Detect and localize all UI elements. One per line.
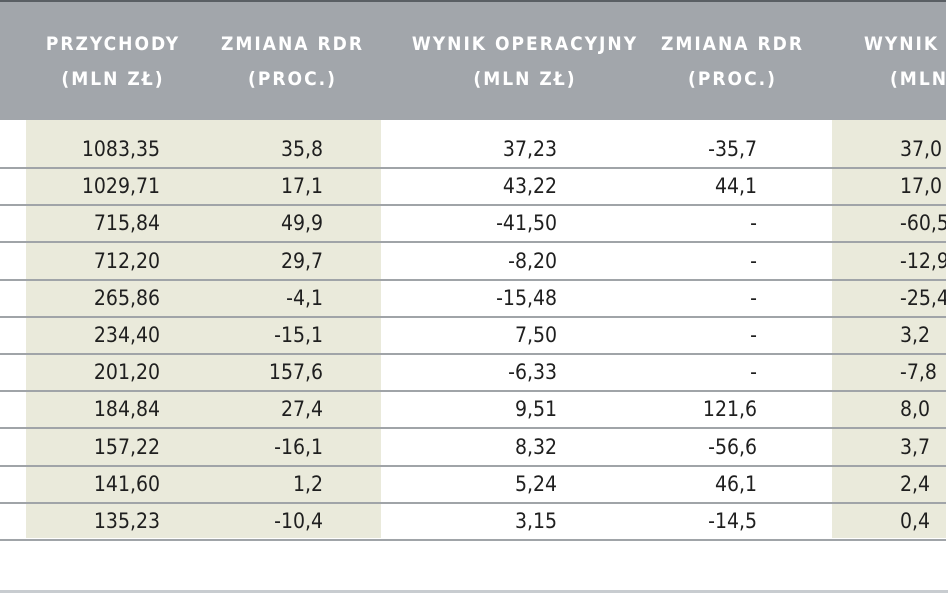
cell-operating-change: -35,7 [708,137,757,161]
cell-operating-change: -14,5 [708,509,757,533]
cell-net-result: 3,7 [900,434,931,459]
column-header-revenue-change: ZMIANA RDR (PROC.) [221,33,364,90]
cell-operating-change: - [750,285,757,310]
cell-revenue-change: 1,2 [292,471,323,496]
cell-revenue-change: -16,1 [274,434,323,459]
cell-operating-change: - [750,323,757,347]
row-divider [0,353,948,355]
cell-revenue: 141,60 [93,471,160,496]
column-band-net-result [832,120,948,538]
right-edge [946,0,948,593]
cell-net-result: -25,4 [900,285,948,310]
cell-operating-result: 43,22 [502,174,557,199]
column-band-revenue [26,120,381,538]
table-row: 201,20 157,6 -6,33 - -7,8 [0,354,948,391]
table-row: 157,22 -16,1 8,32 -56,6 3,7 [0,429,948,466]
cell-revenue: 135,23 [93,509,160,533]
cell-operating-result: 7,50 [514,323,557,347]
table-row: 712,20 29,7 -8,20 - -12,9 [0,243,948,280]
table-row: 715,84 49,9 -41,50 - -60,5 [0,205,948,242]
cell-revenue: 1029,71 [81,174,160,199]
row-divider [0,315,948,318]
cell-revenue: 234,40 [93,323,160,347]
table-row: 265,86 -4,1 -15,48 - -25,4 [0,280,948,317]
table-row: 135,23 -10,4 3,15 -14,5 0,4 [0,503,948,540]
row-divider [0,204,948,207]
cell-revenue-change: -4,1 [286,285,323,310]
cell-operating-result: -41,50 [496,211,557,236]
table-row: 1083,35 35,8 37,23 -35,7 37,0 [0,131,948,168]
top-border [0,0,948,2]
row-divider [0,390,948,393]
table-row: 1029,71 17,1 43,22 44,1 17,0 [0,168,948,205]
row-divider [0,501,948,504]
cell-net-result: 3,2 [900,323,931,347]
row-divider [0,167,948,169]
cell-net-result: -12,9 [900,248,948,273]
column-header-revenue: PRZYCHODY (MLN ZŁ) [45,33,181,90]
cell-net-result: -7,8 [900,360,937,385]
cell-net-result: 2,4 [900,471,931,496]
cell-operating-result: 8,32 [514,434,557,459]
cell-revenue: 201,20 [93,360,160,385]
cell-operating-change: - [750,211,757,236]
cell-revenue: 1083,35 [81,137,160,161]
bottom-border [0,590,948,593]
table-row: 234,40 -15,1 7,50 - 3,2 [0,317,948,354]
cell-net-result: 37,0 [900,137,943,161]
cell-net-result: 0,4 [900,509,931,533]
cell-operating-result: 3,15 [514,509,557,533]
cell-revenue-change: -10,4 [274,509,323,533]
cell-revenue: 265,86 [93,285,160,310]
row-divider [0,539,948,541]
row-divider [0,241,948,244]
cell-revenue: 712,20 [93,248,160,273]
cell-revenue: 157,22 [93,434,160,459]
table-header: PRZYCHODY (MLN ZŁ) ZMIANA RDR (PROC.) WY… [0,2,948,120]
cell-operating-result: 9,51 [514,397,557,422]
row-divider [0,427,948,430]
cell-operating-result: -15,48 [496,285,557,310]
cell-revenue-change: 27,4 [280,397,323,422]
cell-operating-change: -56,6 [708,434,757,459]
cell-operating-change: - [750,248,757,273]
cell-operating-result: 37,23 [502,137,557,161]
cell-net-result: 17,0 [900,174,943,199]
cell-net-result: -60,5 [900,211,948,236]
cell-revenue-change: 17,1 [280,174,323,199]
cell-operating-result: -8,20 [508,248,557,273]
column-header-operating-change: ZMIANA RDR (PROC.) [661,33,804,90]
row-divider [0,464,948,467]
cell-revenue-change: 35,8 [280,137,323,161]
cell-revenue: 715,84 [93,211,160,236]
cell-revenue-change: 29,7 [280,248,323,273]
row-divider [0,278,948,281]
cell-revenue-change: 157,6 [268,360,323,385]
table-row: 184,84 27,4 9,51 121,6 8,0 [0,391,948,428]
cell-revenue-change: 49,9 [280,211,323,236]
table-body: 1083,35 35,8 37,23 -35,7 37,0 1029,71 17,1 43,2… [0,120,948,593]
cell-operating-change: 44,1 [714,174,757,199]
cell-operating-change: 46,1 [714,471,757,496]
cell-operating-change: - [750,360,757,385]
cell-operating-result: 5,24 [514,471,557,496]
column-header-operating-result: WYNIK OPERACYJNY (MLN ZŁ) [411,33,639,90]
column-header-net-result: WYNIK N (MLN [864,33,948,90]
cell-revenue: 184,84 [93,397,160,422]
table-row: 141,60 1,2 5,24 46,1 2,4 [0,466,948,503]
cell-operating-result: -6,33 [508,360,557,385]
cell-revenue-change: -15,1 [274,323,323,347]
cell-net-result: 8,0 [900,397,931,422]
cell-operating-change: 121,6 [702,397,757,422]
